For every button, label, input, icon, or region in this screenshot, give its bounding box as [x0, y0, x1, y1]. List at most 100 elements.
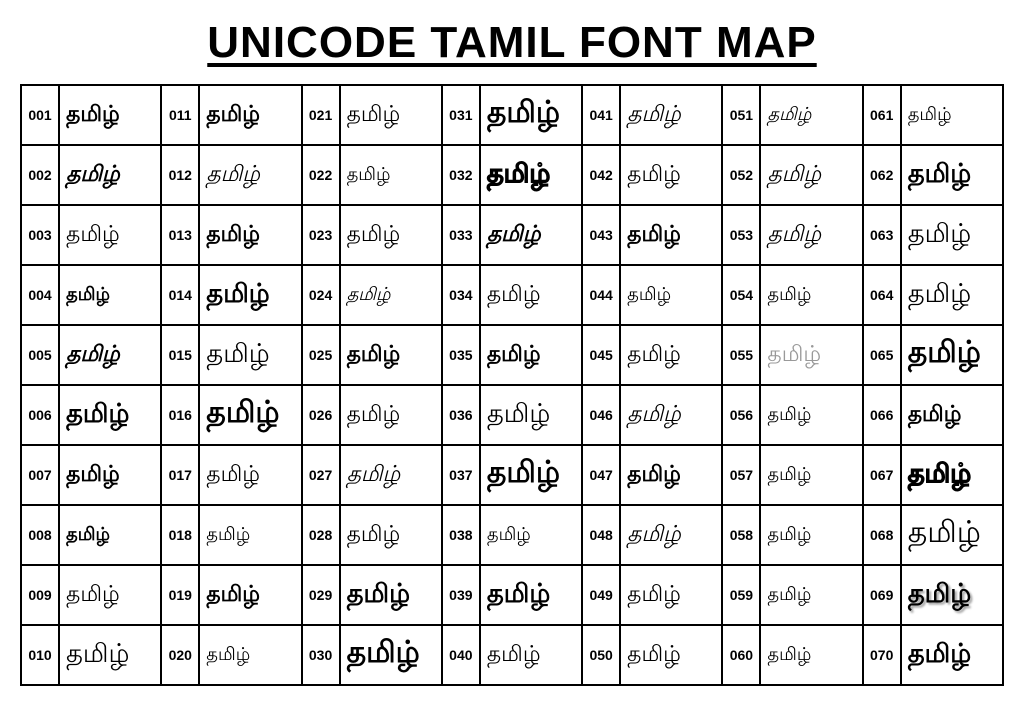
- font-number: 007: [21, 445, 59, 505]
- font-number: 010: [21, 625, 59, 685]
- font-number: 016: [161, 385, 199, 445]
- font-sample: தமிழ்: [620, 625, 722, 685]
- font-number: 066: [863, 385, 901, 445]
- font-sample: தமிழ்: [340, 325, 442, 385]
- font-sample: தமிழ்: [199, 565, 301, 625]
- font-number: 006: [21, 385, 59, 445]
- font-number: 057: [722, 445, 760, 505]
- font-sample: தமிழ்: [901, 145, 1003, 205]
- font-sample: தமிழ்: [901, 85, 1003, 145]
- font-sample: தமிழ்: [760, 325, 862, 385]
- font-sample: தமிழ்: [760, 265, 862, 325]
- font-number: 023: [302, 205, 340, 265]
- font-number: 040: [442, 625, 480, 685]
- font-number: 029: [302, 565, 340, 625]
- font-number: 021: [302, 85, 340, 145]
- font-sample: தமிழ்: [760, 145, 862, 205]
- font-number: 011: [161, 85, 199, 145]
- font-number: 070: [863, 625, 901, 685]
- page-title: UNICODE TAMIL FONT MAP: [20, 18, 1004, 68]
- font-sample: தமிழ்: [340, 505, 442, 565]
- font-number: 049: [582, 565, 620, 625]
- font-sample: தமிழ்: [480, 205, 582, 265]
- font-sample: தமிழ்: [901, 445, 1003, 505]
- font-number: 020: [161, 625, 199, 685]
- font-number: 024: [302, 265, 340, 325]
- font-map-table: 001தமிழ்011தமிழ்021தமிழ்031தமிழ்041தமிழ்…: [20, 84, 1004, 686]
- font-number: 017: [161, 445, 199, 505]
- font-sample: தமிழ்: [199, 145, 301, 205]
- font-number: 065: [863, 325, 901, 385]
- font-sample: தமிழ்: [901, 265, 1003, 325]
- font-sample: தமிழ்: [59, 445, 161, 505]
- font-number: 044: [582, 265, 620, 325]
- font-sample: தமிழ்: [59, 505, 161, 565]
- font-number: 048: [582, 505, 620, 565]
- font-sample: தமிழ்: [59, 325, 161, 385]
- font-number: 026: [302, 385, 340, 445]
- font-sample: தமிழ்: [340, 265, 442, 325]
- font-number: 069: [863, 565, 901, 625]
- font-sample: தமிழ்: [620, 145, 722, 205]
- font-number: 039: [442, 565, 480, 625]
- font-number: 019: [161, 565, 199, 625]
- font-sample: தமிழ்: [340, 205, 442, 265]
- font-number: 028: [302, 505, 340, 565]
- font-sample: தமிழ்: [480, 385, 582, 445]
- font-number: 062: [863, 145, 901, 205]
- font-sample: தமிழ்: [760, 385, 862, 445]
- font-sample: தமிழ்: [59, 85, 161, 145]
- font-number: 047: [582, 445, 620, 505]
- font-sample: தமிழ்: [340, 145, 442, 205]
- font-sample: தமிழ்: [620, 265, 722, 325]
- font-number: 043: [582, 205, 620, 265]
- font-number: 054: [722, 265, 760, 325]
- font-number: 003: [21, 205, 59, 265]
- font-number: 064: [863, 265, 901, 325]
- font-number: 013: [161, 205, 199, 265]
- font-sample: தமிழ்: [59, 205, 161, 265]
- font-number: 046: [582, 385, 620, 445]
- font-number: 008: [21, 505, 59, 565]
- font-number: 059: [722, 565, 760, 625]
- font-sample: தமிழ்: [620, 385, 722, 445]
- font-sample: தமிழ்: [199, 445, 301, 505]
- font-sample: தமிழ்: [760, 565, 862, 625]
- font-number: 035: [442, 325, 480, 385]
- font-sample: தமிழ்: [199, 205, 301, 265]
- font-number: 031: [442, 85, 480, 145]
- font-number: 022: [302, 145, 340, 205]
- font-sample: தமிழ்: [901, 325, 1003, 385]
- font-number: 060: [722, 625, 760, 685]
- font-number: 053: [722, 205, 760, 265]
- font-number: 001: [21, 85, 59, 145]
- font-number: 063: [863, 205, 901, 265]
- font-number: 012: [161, 145, 199, 205]
- font-number: 002: [21, 145, 59, 205]
- font-number: 009: [21, 565, 59, 625]
- font-sample: தமிழ்: [760, 205, 862, 265]
- font-sample: தமிழ்: [199, 625, 301, 685]
- font-sample: தமிழ்: [620, 205, 722, 265]
- font-sample: தமிழ்: [199, 385, 301, 445]
- font-sample: தமிழ்: [480, 445, 582, 505]
- font-number: 067: [863, 445, 901, 505]
- font-sample: தமிழ்: [59, 625, 161, 685]
- font-number: 030: [302, 625, 340, 685]
- font-number: 033: [442, 205, 480, 265]
- font-sample: தமிழ்: [620, 445, 722, 505]
- font-sample: தமிழ்: [480, 145, 582, 205]
- font-sample: தமிழ்: [199, 85, 301, 145]
- font-sample: தமிழ்: [199, 265, 301, 325]
- font-number: 061: [863, 85, 901, 145]
- font-sample: தமிழ்: [480, 85, 582, 145]
- font-sample: தமிழ்: [59, 145, 161, 205]
- font-sample: தமிழ்: [480, 265, 582, 325]
- font-number: 005: [21, 325, 59, 385]
- font-sample: தமிழ்: [901, 565, 1003, 625]
- font-number: 041: [582, 85, 620, 145]
- font-number: 056: [722, 385, 760, 445]
- font-sample: தமிழ்: [59, 265, 161, 325]
- font-sample: தமிழ்: [340, 625, 442, 685]
- font-sample: தமிழ்: [59, 565, 161, 625]
